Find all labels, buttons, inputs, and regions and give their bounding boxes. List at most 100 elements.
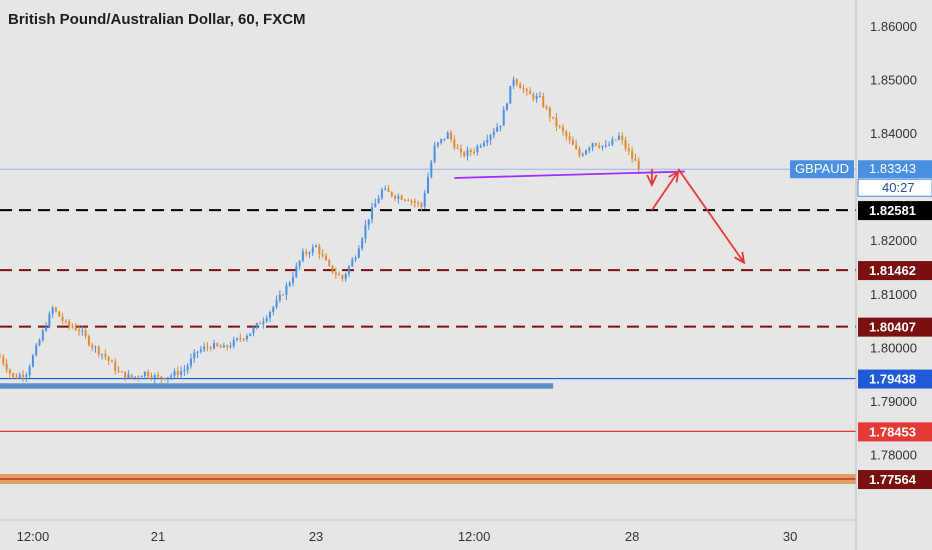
candle-body bbox=[578, 148, 581, 156]
candle-body bbox=[565, 131, 568, 137]
candle-body bbox=[525, 89, 528, 91]
candle-body bbox=[400, 196, 403, 200]
candle-body bbox=[58, 311, 61, 317]
candle-body bbox=[166, 377, 169, 380]
candle-body bbox=[601, 146, 604, 148]
candle-body bbox=[321, 254, 324, 256]
candle-body bbox=[515, 79, 518, 85]
candle-body bbox=[361, 238, 364, 249]
candle-body bbox=[538, 96, 541, 98]
countdown-label: 40:27 bbox=[882, 180, 915, 195]
symbol-tag-label: GBPAUD bbox=[795, 161, 849, 176]
candle-body bbox=[450, 132, 453, 140]
candle-body bbox=[133, 376, 136, 378]
candle-body bbox=[203, 346, 206, 350]
candle-body bbox=[213, 343, 215, 349]
candle-body bbox=[15, 376, 18, 379]
candle-body bbox=[38, 340, 41, 346]
level-price-tag bbox=[858, 261, 932, 281]
candle-body bbox=[18, 374, 21, 379]
candle-body bbox=[440, 139, 443, 143]
x-tick-label: 23 bbox=[309, 529, 323, 544]
candle-body bbox=[183, 370, 186, 372]
projection-arrow-head bbox=[668, 169, 680, 183]
candle-body bbox=[555, 117, 558, 126]
candle-body bbox=[285, 285, 288, 295]
candle-body bbox=[272, 306, 275, 312]
candle-body bbox=[278, 294, 281, 301]
candle-body bbox=[255, 323, 258, 328]
candle-body bbox=[433, 145, 436, 163]
projection-arrow-shaft[interactable] bbox=[651, 171, 679, 211]
candle-body bbox=[216, 343, 219, 346]
candle-body bbox=[170, 375, 173, 378]
candle-body bbox=[407, 199, 410, 201]
candle-body bbox=[604, 145, 607, 147]
countdown-tag bbox=[857, 178, 932, 197]
support-zone bbox=[0, 383, 554, 389]
candle-body bbox=[423, 193, 426, 207]
candle-body bbox=[45, 327, 48, 331]
candle-body bbox=[104, 354, 107, 357]
candle-body bbox=[143, 371, 146, 377]
candle-body bbox=[443, 138, 446, 140]
candle-body bbox=[324, 255, 327, 261]
candle-body bbox=[519, 84, 522, 89]
candle-body bbox=[598, 145, 601, 148]
candle-body bbox=[130, 374, 133, 378]
candle-body bbox=[232, 339, 235, 347]
candle-body bbox=[137, 376, 140, 378]
candle-body bbox=[479, 146, 482, 148]
candle-body bbox=[249, 333, 252, 336]
symbol-tag bbox=[790, 160, 854, 179]
candle-body bbox=[97, 346, 100, 355]
candle-body bbox=[219, 345, 222, 348]
price-axis[interactable]: 1.860001.850001.840001.831.820001.810001… bbox=[870, 19, 917, 463]
candle-body bbox=[222, 345, 225, 348]
y-tick-label: 1.85000 bbox=[870, 72, 917, 87]
candle-body bbox=[150, 376, 153, 379]
candle-body bbox=[120, 371, 123, 373]
candle-body bbox=[245, 335, 248, 340]
candle-body bbox=[331, 265, 334, 273]
price-tags-layer: GBPAUD 1.83343 40:27 1.82581 1.81462 1.80407 1… bbox=[790, 160, 932, 490]
candle-body bbox=[127, 374, 130, 378]
x-tick-label: 30 bbox=[783, 529, 797, 544]
candle-body bbox=[594, 143, 597, 146]
candle-body bbox=[552, 116, 555, 118]
candle-body bbox=[634, 158, 637, 161]
candle-body bbox=[380, 189, 383, 199]
candle-body bbox=[548, 107, 551, 117]
level-price-label: 1.80407 bbox=[869, 320, 916, 335]
candle-body bbox=[160, 376, 163, 379]
candle-body bbox=[453, 139, 456, 148]
level-price-tag bbox=[858, 369, 932, 389]
candle-body bbox=[28, 366, 31, 376]
candle-body bbox=[627, 148, 630, 152]
candle-body bbox=[341, 275, 344, 280]
candle-body bbox=[410, 200, 413, 202]
candle-body bbox=[262, 321, 265, 325]
candle-body bbox=[84, 330, 87, 337]
candle-body bbox=[581, 154, 584, 156]
candle-body bbox=[308, 253, 311, 255]
candle-body bbox=[229, 346, 232, 348]
candle-body bbox=[107, 356, 110, 361]
chart-title: British Pound/Australian Dollar, 60, FXC… bbox=[8, 11, 306, 28]
candle-body bbox=[427, 177, 429, 194]
candle-body bbox=[74, 327, 77, 331]
candle-body bbox=[35, 345, 38, 356]
candle-body bbox=[101, 354, 104, 356]
annotations-layer bbox=[454, 168, 746, 265]
candle-body bbox=[486, 139, 489, 143]
candle-body bbox=[124, 371, 127, 378]
projection-arrow-shaft[interactable] bbox=[677, 168, 745, 264]
neckline-trendline[interactable] bbox=[454, 170, 685, 179]
candle-body bbox=[64, 320, 67, 322]
time-axis[interactable]: 12:00 21 23 12:00 28 30 bbox=[17, 529, 798, 544]
x-tick-label: 28 bbox=[625, 529, 639, 544]
level-price-label: 1.81462 bbox=[869, 263, 916, 278]
candle-body bbox=[608, 144, 611, 146]
level-price-label: 1.79438 bbox=[869, 372, 916, 387]
